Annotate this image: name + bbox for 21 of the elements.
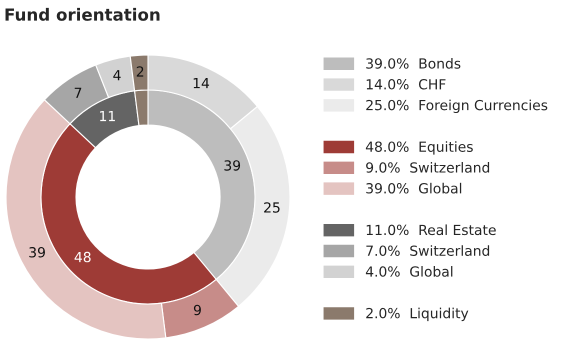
legend-label: 2.0% Liquidity	[366, 308, 468, 322]
legend-label: 48.0% Equities	[366, 141, 473, 155]
data-label: 39	[224, 160, 240, 171]
data-label: 11	[100, 110, 115, 122]
data-label: 48	[74, 252, 91, 262]
data-label: 4	[113, 70, 121, 80]
legend-label: 7.0% Switzerland	[366, 245, 490, 256]
legend-label: 11.0% Real Estate	[366, 224, 496, 236]
data-label: 9	[194, 304, 201, 316]
data-label: 7	[74, 88, 82, 98]
data-label: 14	[194, 78, 210, 88]
data-label: 39	[29, 247, 45, 258]
data-label: 25	[264, 202, 280, 213]
data-label: 2	[136, 66, 144, 77]
chart-title: Fund orientation	[6, 8, 160, 21]
legend-label: 9.0% Switzerland	[366, 162, 490, 173]
legend-label: 14.0% CHF	[366, 79, 446, 90]
legend-label: 25.0% Foreign Currencies	[366, 100, 548, 114]
legend-label: 39.0% Global	[366, 182, 462, 194]
legend-label: 39.0% Bonds	[366, 58, 460, 69]
legend-label: 4.0% Global	[366, 266, 452, 277]
